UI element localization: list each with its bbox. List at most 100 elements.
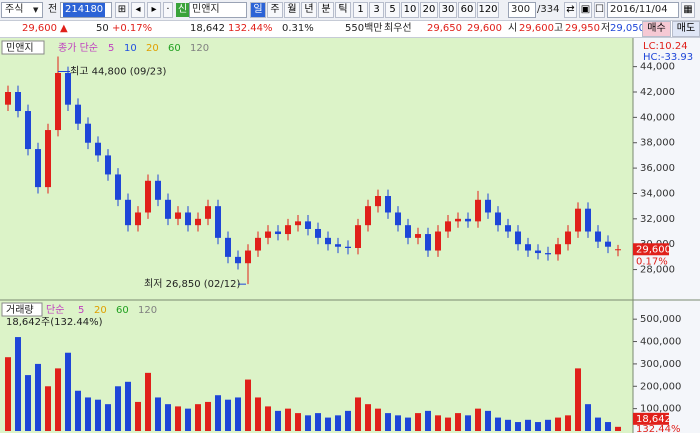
stock-name[interactable]: 민앤지	[192, 4, 220, 15]
candle-body	[415, 234, 421, 238]
volume-bar	[535, 422, 541, 431]
volume-tag-label: 18,642	[636, 414, 671, 425]
date-input[interactable]	[607, 2, 679, 18]
ma-period: 60	[116, 305, 129, 316]
candle-body	[495, 212, 501, 226]
candle-body	[45, 130, 51, 188]
volume-bar	[225, 399, 231, 431]
candle-body	[555, 244, 561, 255]
badge: 신	[176, 3, 190, 17]
ma-label: 단순	[46, 304, 64, 316]
count-input[interactable]	[508, 2, 536, 18]
y-tick-label: 32,000	[640, 214, 675, 225]
total: /334	[537, 4, 560, 15]
market[interactable]: 주식	[5, 4, 24, 15]
best-ask: 29,650	[427, 23, 462, 34]
low-label: 저	[601, 23, 611, 34]
volume-bar	[185, 408, 191, 431]
candle-body	[475, 199, 481, 222]
candle-body	[485, 199, 491, 213]
ma-period: 20	[94, 305, 107, 316]
sell-button[interactable]: 매도	[672, 21, 700, 37]
candle-body	[205, 206, 211, 219]
interval-button[interactable]: 10	[401, 2, 419, 18]
volume-bar	[325, 417, 331, 431]
interval-button[interactable]: 1	[353, 2, 368, 18]
candle-body	[195, 218, 201, 226]
period-button[interactable]: 일	[250, 2, 266, 18]
interval-button[interactable]: 60	[458, 2, 476, 18]
count[interactable]: 300	[511, 4, 531, 15]
period-button[interactable]: 분	[318, 2, 334, 18]
pane-title: 민앤지	[6, 42, 34, 54]
change-pct: +0.17%	[112, 23, 153, 34]
volume-bar	[105, 404, 111, 431]
volume-bar	[205, 401, 211, 431]
icon-button[interactable]: ☐	[594, 2, 605, 18]
volume-bar	[155, 397, 161, 431]
candle-body	[135, 212, 141, 226]
volume-bar	[605, 422, 611, 431]
volume-bar	[55, 368, 61, 431]
period-button[interactable]: 틱	[335, 2, 351, 18]
candle-body	[565, 231, 571, 245]
indicator: LC:10.24	[643, 41, 688, 52]
ratio-tag-label: 132.44%	[636, 424, 681, 433]
annotation: 최저 26,850 (02/12)	[144, 278, 240, 290]
candle-body	[355, 225, 361, 248]
calendar-button[interactable]: ▦	[681, 2, 695, 18]
date[interactable]: 2016/11/04	[610, 4, 668, 15]
icon-button[interactable]: ⇄	[564, 2, 577, 18]
candle-body	[605, 241, 611, 247]
volume-bar	[65, 352, 71, 431]
volume-bar	[115, 386, 121, 431]
volume-bar	[345, 410, 351, 431]
pane-title: 거래량	[6, 304, 34, 316]
candle-body	[185, 212, 191, 226]
ma-period: 10	[124, 43, 137, 54]
ma-period: 60	[168, 43, 181, 54]
candle-body	[385, 196, 391, 213]
period-button[interactable]: 월	[284, 2, 300, 18]
icon-button[interactable]: ◂	[131, 2, 145, 18]
candle-body	[325, 237, 331, 245]
ma-period: 5	[108, 43, 114, 54]
volume: 18,642	[190, 23, 225, 34]
volume-bar	[335, 415, 341, 431]
stock-code[interactable]: 214180	[63, 3, 106, 17]
candle-body	[335, 244, 341, 247]
candle-body	[505, 225, 511, 232]
candle-body	[115, 174, 121, 200]
y-tick-label: 100,000	[640, 404, 681, 415]
volume-bar	[285, 408, 291, 431]
volume-bar	[445, 417, 451, 431]
interval-button[interactable]: 20	[420, 2, 438, 18]
candle-body	[465, 218, 471, 222]
icon-button[interactable]: ▸	[147, 2, 161, 18]
annotation: 최고 44,800 (09/23)	[70, 65, 166, 77]
icon-button[interactable]: ▣	[579, 2, 592, 18]
buy-button[interactable]: 매수	[642, 21, 671, 37]
interval-button[interactable]: 120	[477, 2, 499, 18]
interval-button[interactable]: 30	[439, 2, 457, 18]
candle-body	[145, 180, 151, 213]
icon-button[interactable]: ⊞	[115, 2, 129, 18]
volume-bar	[25, 375, 31, 431]
dropdown-arrow[interactable]: ▼	[33, 6, 39, 14]
period-button[interactable]: 년	[301, 2, 317, 18]
candle-body	[285, 225, 291, 235]
candle-body	[435, 231, 441, 251]
icon-button[interactable]: ·	[163, 2, 173, 18]
period-button[interactable]: 주	[267, 2, 283, 18]
volume-bar	[615, 426, 621, 431]
candle-body	[345, 246, 351, 248]
volume-bar	[245, 379, 251, 431]
market-select[interactable]	[1, 2, 43, 18]
candle-body	[245, 250, 251, 264]
high: 29,950	[565, 23, 600, 34]
interval-button[interactable]: 5	[385, 2, 400, 18]
candle-body	[265, 231, 271, 238]
y-tick-label: 40,000	[640, 112, 675, 123]
interval-button[interactable]: 3	[369, 2, 384, 18]
name-box[interactable]	[189, 2, 247, 18]
